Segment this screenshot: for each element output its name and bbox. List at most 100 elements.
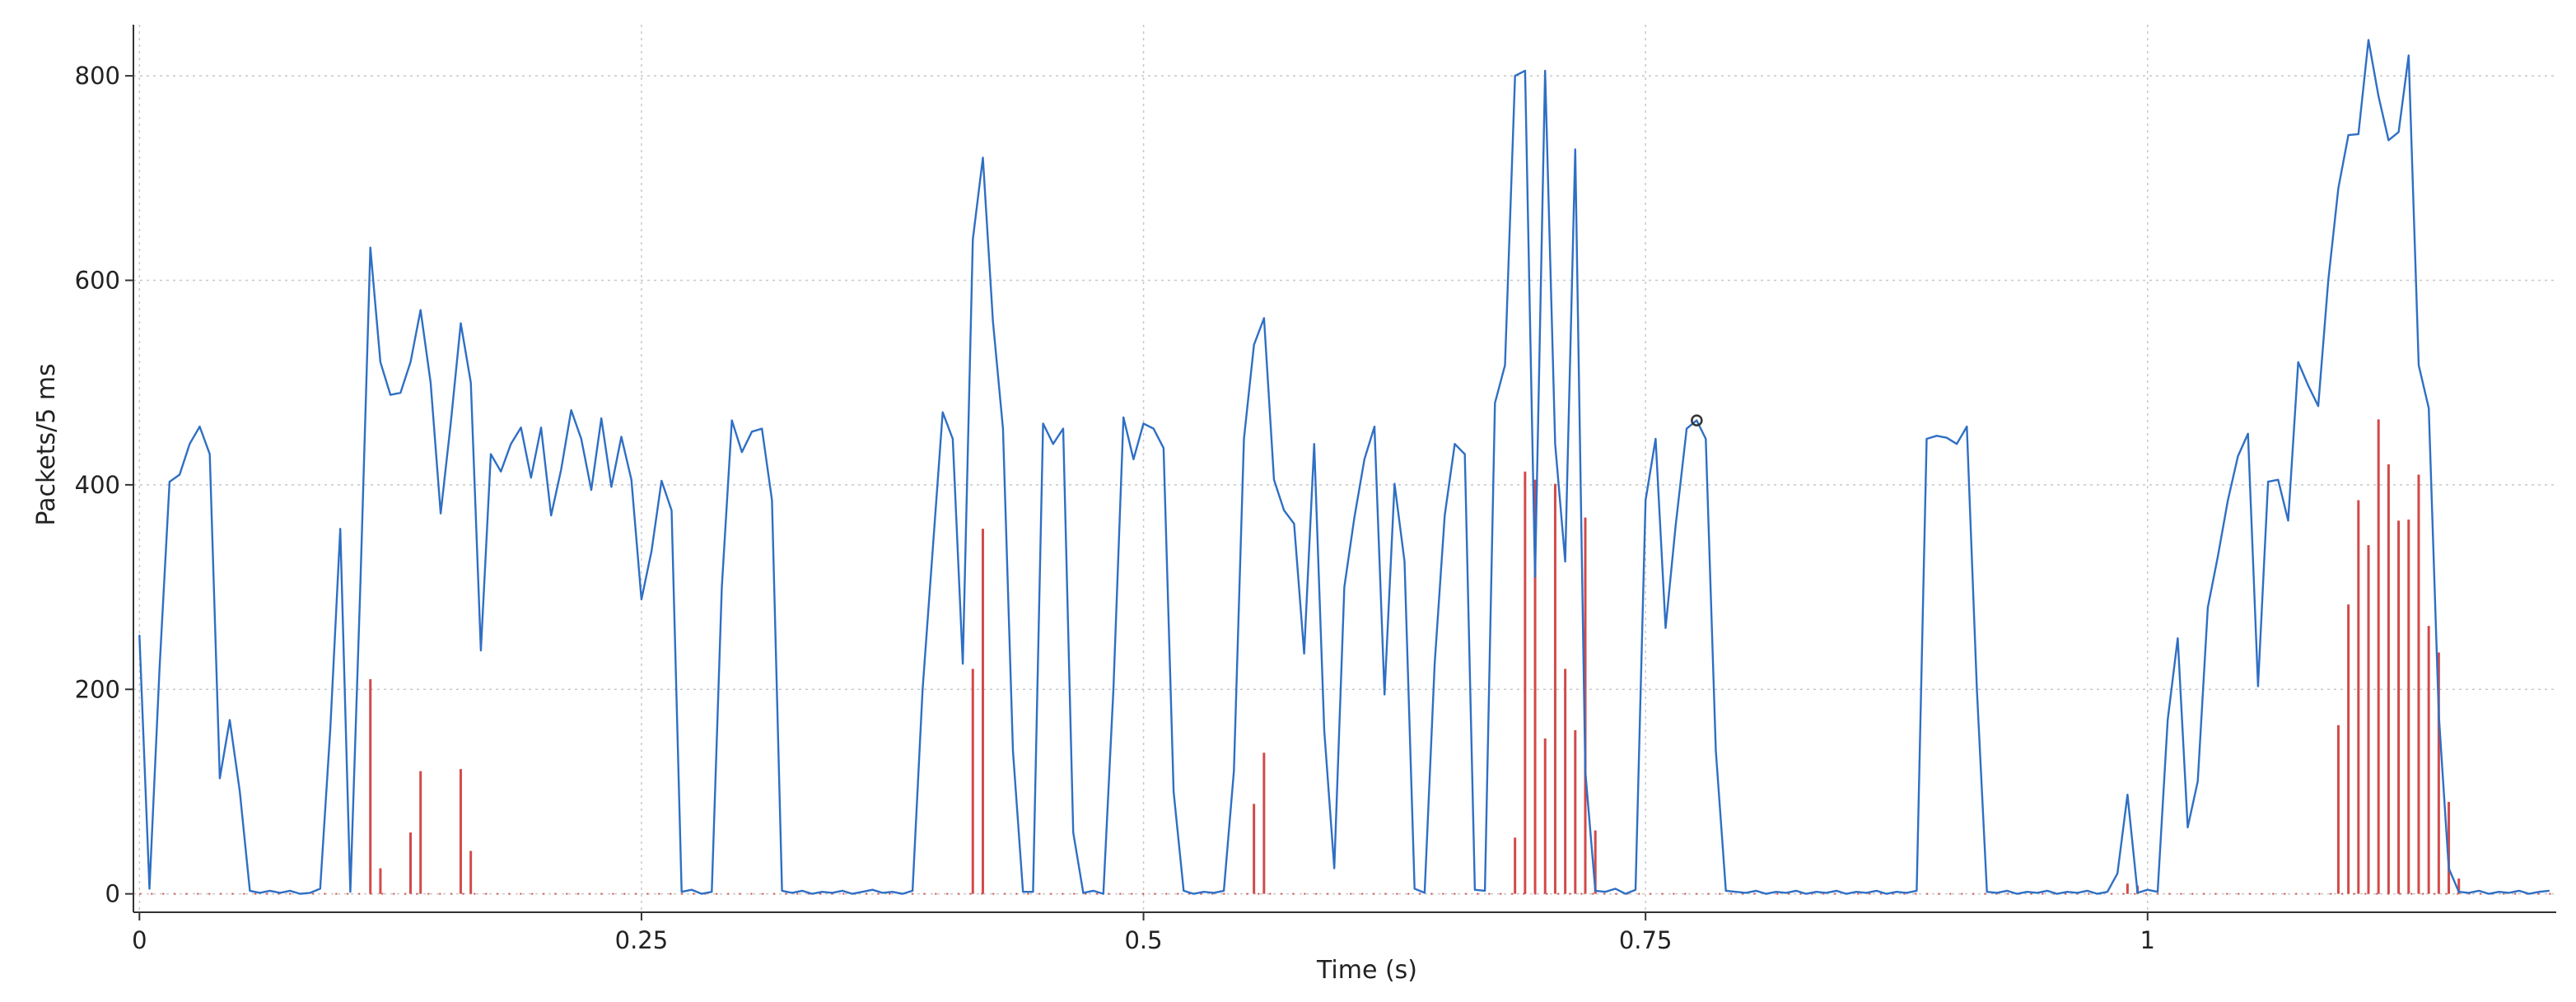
line-point-6: [198, 426, 201, 427]
line-point-1: [148, 888, 151, 889]
line-point-29: [430, 382, 432, 384]
line-point-80: [952, 438, 954, 440]
y-tick-label-4: 800: [75, 62, 120, 90]
line-point-83: [982, 156, 984, 159]
line-point-185: [2006, 890, 2008, 892]
impulse-series-layer: [139, 419, 2556, 895]
line-point-237: [2528, 893, 2530, 895]
line-point-138: [1534, 576, 1536, 578]
line-point-101: [1163, 447, 1164, 449]
line-point-84: [992, 320, 994, 322]
line-point-132: [1474, 889, 1476, 891]
line-point-0: [138, 634, 140, 636]
line-point-144: [1594, 890, 1596, 892]
line-point-49: [631, 479, 632, 481]
line-point-65: [791, 892, 793, 893]
y-tick-label-3: 600: [75, 266, 120, 294]
marker-layer: [1691, 414, 1703, 426]
line-point-225: [2408, 54, 2410, 56]
line-point-69: [832, 892, 833, 893]
line-point-154: [1696, 420, 1697, 422]
x-tick-label-1: 0.25: [615, 926, 669, 954]
line-point-22: [359, 586, 362, 588]
line-point-176: [1916, 890, 1917, 892]
line-point-100: [1153, 428, 1155, 430]
line-point-51: [651, 551, 652, 552]
line-point-186: [2016, 893, 2018, 895]
line-point-209: [2247, 433, 2249, 435]
line-point-212: [2277, 479, 2279, 481]
line-point-62: [761, 428, 763, 430]
line-point-164: [1795, 890, 1797, 892]
line-point-173: [1886, 893, 1888, 895]
line-series-layer: [138, 39, 2550, 895]
line-point-231: [2468, 892, 2470, 893]
line-point-163: [1785, 892, 1787, 893]
line-point-224: [2398, 131, 2400, 133]
grid-layer: [133, 25, 2556, 912]
x-tick-label-4: 1: [2140, 926, 2155, 954]
line-point-77: [912, 890, 913, 892]
line-point-194: [2097, 893, 2098, 895]
line-point-171: [1865, 892, 1867, 893]
line-point-157: [1725, 890, 1727, 892]
line-point-112: [1273, 479, 1275, 481]
line-point-137: [1524, 70, 1526, 72]
line-point-118: [1333, 868, 1335, 869]
line-point-90: [1052, 443, 1054, 445]
line-series-path: [138, 39, 2550, 895]
line-point-27: [409, 361, 412, 363]
line-point-104: [1192, 893, 1195, 895]
line-point-61: [751, 431, 753, 432]
line-point-192: [2076, 892, 2078, 893]
x-axis-title: Time (s): [1316, 956, 1417, 985]
line-point-126: [1414, 888, 1416, 889]
line-point-40: [540, 426, 542, 428]
line-point-152: [1675, 524, 1677, 527]
line-point-129: [1444, 515, 1445, 516]
y-tick-label-0: 0: [105, 880, 120, 908]
line-point-76: [902, 893, 903, 895]
line-point-229: [2448, 868, 2450, 869]
line-point-36: [500, 471, 502, 473]
line-point-172: [1876, 890, 1878, 892]
line-point-5: [189, 443, 190, 445]
line-point-184: [1996, 892, 1998, 893]
line-point-31: [450, 422, 451, 425]
line-point-151: [1664, 627, 1667, 629]
axes-layer: 0 0.25 0.5 0.75 1 0 200 400 600 800: [75, 25, 2556, 954]
line-point-233: [2488, 893, 2490, 895]
line-point-66: [801, 890, 803, 892]
y-tick-label-2: 400: [75, 471, 120, 499]
line-point-16: [299, 893, 301, 895]
line-point-226: [2418, 365, 2420, 366]
line-point-180: [1956, 443, 1958, 445]
line-point-232: [2478, 890, 2480, 892]
line-point-199: [2147, 889, 2149, 891]
line-point-38: [520, 426, 522, 428]
line-point-111: [1263, 317, 1265, 319]
line-point-141: [1565, 561, 1566, 562]
line-point-15: [289, 890, 291, 892]
line-point-107: [1223, 890, 1225, 892]
line-point-55: [691, 889, 693, 891]
line-point-43: [571, 409, 572, 411]
line-point-160: [1755, 890, 1757, 892]
line-point-236: [2518, 890, 2520, 892]
line-point-189: [2046, 890, 2048, 892]
line-point-177: [1925, 438, 1928, 440]
line-point-52: [660, 480, 662, 482]
line-point-46: [600, 417, 602, 419]
line-point-205: [2207, 607, 2209, 608]
line-point-45: [590, 489, 592, 491]
line-point-149: [1645, 499, 1646, 501]
line-point-32: [460, 323, 462, 324]
line-point-220: [2358, 133, 2359, 135]
line-point-120: [1354, 517, 1356, 519]
line-point-59: [731, 420, 733, 422]
line-point-19: [329, 729, 331, 731]
line-point-124: [1393, 483, 1395, 485]
line-point-210: [2257, 685, 2259, 687]
line-point-136: [1514, 75, 1516, 77]
